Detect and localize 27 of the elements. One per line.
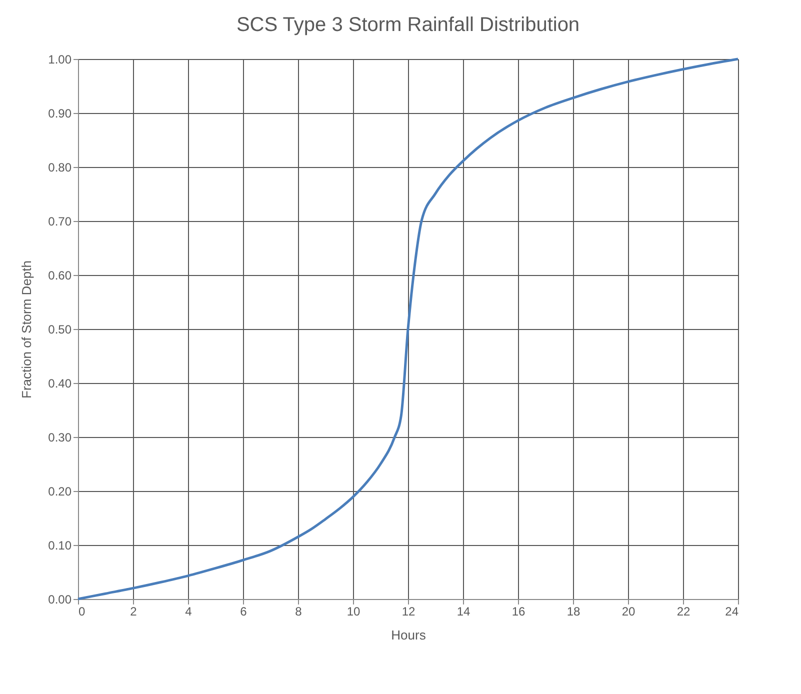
x-tick-label: 16 [512,604,526,618]
x-tick-label: 0 [78,604,86,618]
x-tick-label: 20 [622,604,636,618]
x-axis-title: Hours [391,628,426,642]
y-tick-label: 0.10 [48,538,72,552]
x-tick-label: 12 [402,604,416,618]
x-tick-label: 8 [295,604,302,618]
y-tick-label: 0.30 [48,430,72,444]
y-tick-label: 0.40 [48,376,72,390]
x-tick-label: 4 [185,604,192,618]
x-tick-label: 6 [240,604,248,618]
y-tick-label: 1.00 [48,52,72,66]
y-tick-label: 0.00 [48,592,72,606]
y-tick-label: 0.60 [48,268,72,282]
x-tick-label: 18 [566,604,580,618]
y-axis-title: Fraction of Storm Depth [19,260,34,398]
x-tick-label: 2 [130,604,138,618]
y-tick-label: 0.90 [48,106,72,120]
y-tick-label: 0.70 [48,214,72,228]
y-tick-label: 0.50 [48,322,72,336]
x-tick-label: 14 [456,604,470,618]
x-tick-label: 24 [725,604,739,618]
chart-title: SCS Type 3 Storm Rainfall Distribution [236,14,580,36]
y-tick-label: 0.20 [48,484,72,498]
x-tick-label: 10 [346,604,360,618]
x-tick-label: 22 [676,604,690,618]
y-tick-label: 0.80 [48,160,72,174]
